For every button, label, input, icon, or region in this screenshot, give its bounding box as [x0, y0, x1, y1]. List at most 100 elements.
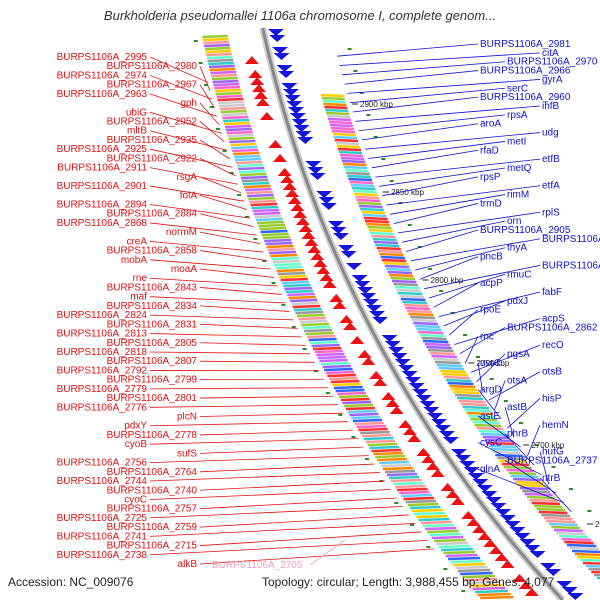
gene-leader-right	[337, 43, 479, 57]
reverse-gene-arrow	[305, 161, 322, 168]
forward-gene-arrow	[524, 588, 539, 596]
reverse-gene-arrow	[340, 251, 357, 258]
feature-stripe-inner	[313, 346, 342, 351]
feature-stripe-inner	[361, 433, 392, 438]
gene-leader-left	[149, 277, 278, 287]
gene-label-right: thyA	[507, 243, 527, 254]
feature-stripe-inner	[214, 85, 241, 90]
gene-leader-left	[149, 455, 369, 463]
gene-leader-right	[438, 291, 541, 317]
reverse-gene-arrow	[408, 383, 425, 390]
feature-stripe-inner	[352, 418, 383, 423]
gene-label-right: recO	[542, 340, 564, 351]
gene-leader-left	[149, 130, 228, 151]
gene-leader-right	[488, 371, 541, 401]
feature-stripe-outer	[375, 243, 400, 248]
feature-stripe-outer	[426, 345, 452, 350]
feature-stripe-outer	[406, 309, 432, 314]
gene-label-right: BURPS1106A_2981	[480, 39, 571, 50]
feature-stripe-outer	[393, 282, 418, 287]
gene-leader-left	[199, 395, 334, 399]
feature-stripe-inner	[358, 427, 388, 432]
feature-stripe-outer	[336, 144, 361, 149]
feature-stripe-inner	[325, 370, 355, 375]
feature-stripe-outer	[346, 171, 370, 176]
forward-gene-arrow	[472, 525, 487, 533]
feature-stripe-outer	[580, 558, 600, 562]
gene-label-right: ntrB	[542, 473, 561, 484]
feature-stripe-outer	[443, 375, 470, 380]
genome-summary-text: Topology: circular; Length: 3,988,455 bp…	[262, 575, 555, 589]
forward-gene-arrow	[298, 224, 313, 232]
feature-stripe-inner	[251, 205, 279, 210]
feature-stripe-inner	[281, 280, 310, 285]
forward-gene-arrow	[381, 392, 396, 400]
feature-stripe-outer	[383, 261, 408, 266]
feature-stripe-inner	[314, 349, 343, 354]
ring-mark-inner	[237, 194, 242, 196]
feature-stripe-outer	[339, 153, 364, 158]
feature-stripe-outer	[410, 315, 436, 320]
gene-leader-left	[149, 204, 251, 219]
feature-stripe-inner	[409, 505, 441, 510]
feature-stripe-inner	[301, 322, 330, 327]
feature-stripe-inner	[266, 244, 294, 249]
ring-mark-inner	[204, 84, 209, 86]
scale-tick-label: 2900 kbp	[360, 100, 393, 109]
gene-label-right: BURPS1106A_2872	[542, 260, 600, 271]
feature-stripe-inner	[310, 340, 339, 345]
gene-label-right: acpP	[480, 278, 503, 289]
gene-label-right: etfA	[542, 181, 560, 192]
gene-leader-left	[199, 102, 220, 126]
forward-gene-arrow	[421, 455, 436, 463]
gene-label-left: BURPS1106A_2868	[57, 218, 148, 229]
gene-leader-right	[494, 380, 506, 410]
gene-leader-right	[477, 362, 483, 392]
gene-leader-left	[149, 167, 239, 185]
feature-stripe-inner	[259, 226, 287, 231]
feature-stripe-inner	[460, 571, 493, 576]
gene-label-left: BURPS1106A_2967	[107, 80, 198, 91]
feature-stripe-outer	[354, 192, 378, 197]
ring-mark-inner	[291, 326, 296, 328]
feature-stripe-inner	[345, 406, 375, 411]
feature-stripe-outer	[512, 477, 541, 482]
feature-stripe-outer	[358, 204, 383, 209]
forward-gene-arrow	[500, 560, 515, 568]
feature-stripe-inner	[327, 373, 356, 378]
feature-stripe-outer	[486, 441, 514, 446]
feature-stripe-inner	[245, 187, 272, 192]
feature-stripe-inner	[239, 172, 267, 177]
gene-leader-right	[350, 87, 506, 104]
gene-label-right: trmD	[480, 198, 502, 209]
gene-label-right: serC	[507, 83, 528, 94]
reverse-gene-arrow	[381, 335, 398, 342]
scale-tick: 2800 kbp	[422, 276, 464, 285]
feature-stripe-outer	[413, 321, 439, 326]
ring-mark-outer	[534, 444, 539, 446]
feature-stripe-inner	[252, 208, 280, 213]
feature-stripe-inner	[295, 310, 324, 315]
feature-stripe-inner	[225, 127, 252, 132]
feature-stripe-outer	[440, 369, 467, 374]
gene-label-right: hemN	[542, 420, 569, 431]
reverse-gene-arrow	[282, 89, 299, 96]
gene-label-right: hisP	[542, 393, 562, 404]
feature-stripe-inner	[335, 388, 365, 393]
scale-tick: 2650 kbp	[586, 520, 600, 529]
feature-stripe-inner	[217, 97, 244, 102]
feature-stripe-inner	[347, 409, 377, 414]
feature-stripe-inner	[337, 391, 367, 396]
reverse-gene-arrow	[499, 515, 516, 522]
feature-stripe-inner	[434, 538, 466, 543]
feature-stripe-outer	[476, 426, 504, 431]
feature-stripe-inner	[452, 562, 486, 567]
gene-label-left: BURPS1106A_2738	[57, 550, 148, 561]
feature-stripe-outer	[577, 555, 600, 559]
gene-label-right: hutG	[542, 446, 564, 457]
feature-stripe-inner	[249, 199, 277, 204]
gene-leader-right	[339, 52, 541, 66]
gene-label-right: etfB	[542, 154, 560, 165]
feature-stripe-inner	[296, 313, 325, 318]
reverse-gene-arrow	[504, 521, 521, 528]
